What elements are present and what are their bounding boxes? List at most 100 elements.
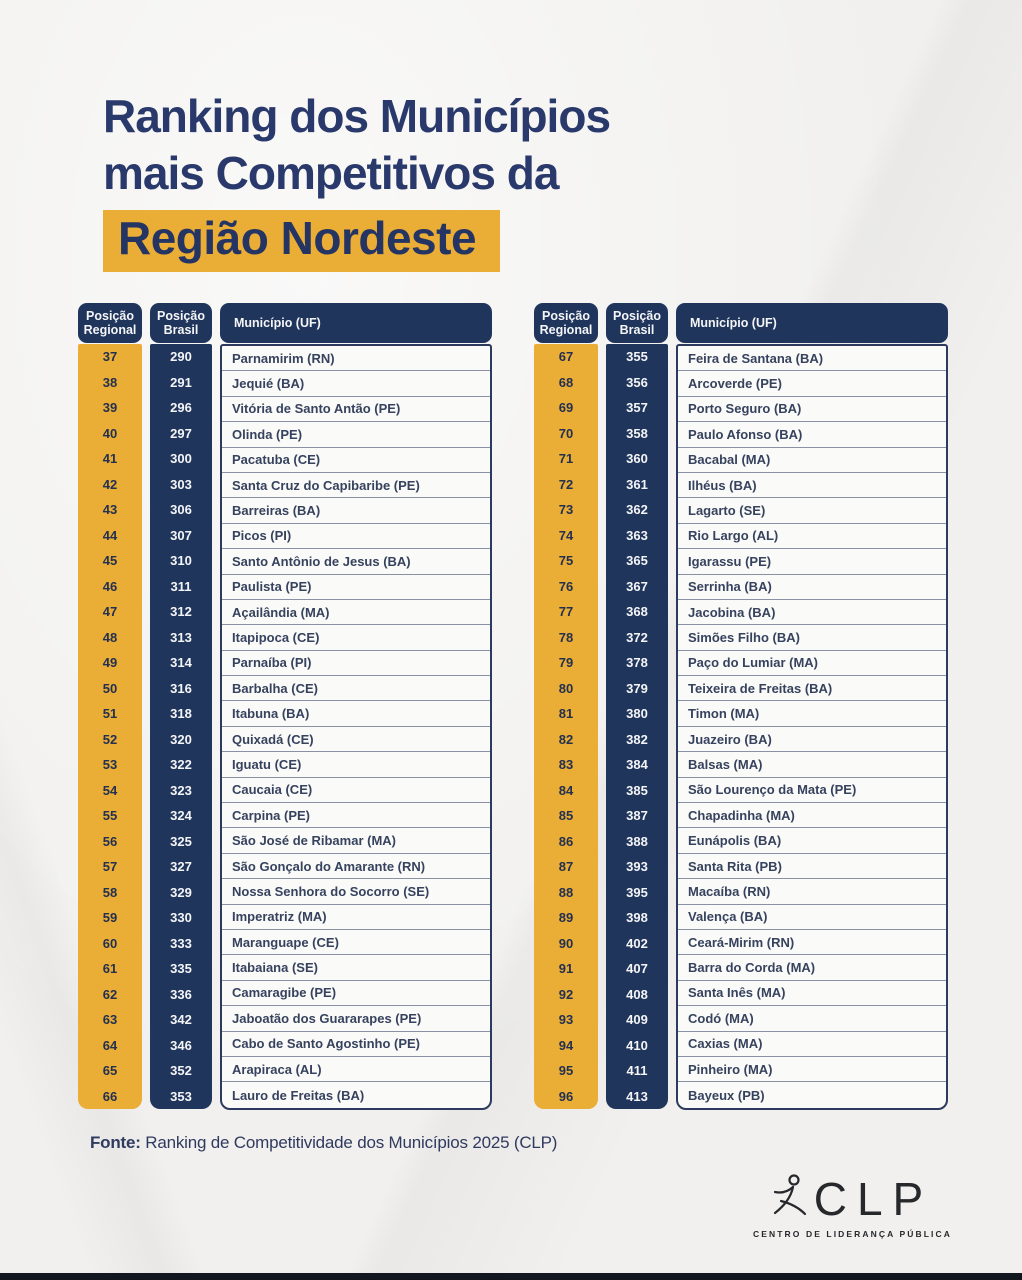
municipality-cell: Camaragibe (PE) [222,981,490,1007]
municipio-list: Feira de Santana (BA) Arcoverde (PE) Porto… [676,344,948,1110]
brasil-rank-cell: 296 [170,400,192,416]
municipality-cell: Pacatuba (CE) [222,448,490,473]
source-label: Fonte: [90,1133,141,1152]
municipality-cell: Paço do Lumiar (MA) [678,651,946,677]
clp-person-icon [772,1172,808,1225]
regional-rank-cell: 54 [102,782,118,798]
column-posicao-regional: Posição Regional 67 68 69 70 71 72 73 74 75 76 77 7… [534,303,598,1110]
municipality-cell: Feira de Santana (BA) [678,346,946,372]
regional-rank-cell: 67 [558,349,574,365]
municipality-cell: Itabaiana (SE) [222,955,490,981]
municipality-cell: Picos (PI) [222,524,490,550]
bottom-accent-bar [0,1273,1022,1280]
brasil-rank-cell: 325 [170,833,192,849]
municipality-cell: Quixadá (CE) [222,727,490,753]
regional-rank-cell: 50 [102,680,118,696]
regional-rank-cell: 84 [558,782,574,798]
regional-rank-cell: 59 [102,910,118,926]
regional-rank-cell: 80 [558,680,574,696]
clp-logo: CLP CENTRO DE LIDERANÇA PÚBLICA [753,1172,952,1239]
municipality-cell: Jaboatão dos Guararapes (PE) [222,1006,490,1032]
municipality-cell: Carpina (PE) [222,803,490,829]
header-posicao-regional: Posição Regional [534,303,598,343]
municipality-cell: Teixeira de Freitas (BA) [678,676,946,702]
header-municipio: Município (UF) [676,303,948,343]
municipality-cell: Vitória de Santo Antão (PE) [222,397,490,423]
municipality-cell: Parnaíba (PI) [222,651,490,677]
municipio-list: Parnamirim (RN) Jequié (BA) Vitória de San… [220,344,492,1110]
municipality-cell: Caucaia (CE) [222,778,490,804]
municipality-cell: Valença (BA) [678,905,946,930]
brasil-rank-cell: 413 [626,1088,648,1104]
source-note: Fonte: Ranking de Competitividade dos Mu… [90,1133,557,1153]
regional-rank-cell: 66 [102,1088,118,1104]
regional-rank-cell: 58 [102,884,118,900]
regional-rank-cell: 78 [558,629,574,645]
regional-rank-cell: 71 [558,451,574,467]
brasil-rank-cell: 361 [626,476,648,492]
regional-rank-cell: 38 [102,374,118,390]
regional-rank-cell: 85 [558,808,574,824]
brasil-rank-cell: 402 [626,935,648,951]
municipality-cell: Bacabal (MA) [678,448,946,473]
brasil-rank-cell: 316 [170,680,192,696]
regional-rank-cell: 88 [558,884,574,900]
brasil-rank-cell: 356 [626,374,648,390]
regional-rank-cell: 94 [558,1037,574,1053]
brasil-rank-cell: 336 [170,986,192,1002]
brasil-rank-list: 355 356 357 358 360 361 362 363 365 367 368 372 378 3… [606,344,668,1109]
brasil-rank-cell: 372 [626,629,648,645]
ranking-table-left: Posição Regional 37 38 39 40 41 42 43 44 45 46 47 4… [78,303,492,1110]
municipality-cell: Igarassu (PE) [678,549,946,575]
brasil-rank-cell: 346 [170,1037,192,1053]
municipality-cell: Jequié (BA) [222,371,490,397]
brasil-rank-cell: 395 [626,884,648,900]
brasil-rank-cell: 342 [170,1012,192,1028]
regional-rank-cell: 70 [558,425,574,441]
brasil-rank-cell: 290 [170,349,192,365]
municipality-cell: Caxias (MA) [678,1032,946,1057]
regional-rank-cell: 47 [102,604,118,620]
brasil-rank-cell: 411 [626,1063,648,1079]
regional-rank-cell: 69 [558,400,574,416]
municipality-cell: Porto Seguro (BA) [678,397,946,423]
regional-rank-cell: 96 [558,1088,574,1104]
page-title: Ranking dos Municípios mais Competitivos… [103,88,611,272]
brasil-rank-cell: 410 [626,1037,648,1053]
brasil-rank-cell: 314 [170,655,192,671]
municipality-cell: Timon (MA) [678,701,946,727]
brasil-rank-cell: 318 [170,706,192,722]
brasil-rank-cell: 329 [170,884,192,900]
regional-rank-cell: 64 [102,1037,118,1053]
brasil-rank-cell: 353 [170,1088,192,1104]
regional-rank-cell: 61 [102,961,118,977]
municipality-cell: Nossa Senhora do Socorro (SE) [222,879,490,905]
regional-rank-cell: 40 [102,425,118,441]
regional-rank-list: 37 38 39 40 41 42 43 44 45 46 47 48 49 50 51 52 53 54 55 56… [78,344,142,1109]
brasil-rank-cell: 379 [626,680,648,696]
municipality-cell: Juazeiro (BA) [678,727,946,753]
column-posicao-regional: Posição Regional 37 38 39 40 41 42 43 44 45 46 47 4… [78,303,142,1110]
regional-rank-cell: 76 [558,578,574,594]
brasil-rank-cell: 382 [626,731,648,747]
municipality-cell: Macaíba (RN) [678,879,946,905]
regional-rank-cell: 77 [558,604,574,620]
municipality-cell: Paulo Afonso (BA) [678,422,946,448]
regional-rank-cell: 87 [558,859,574,875]
municipality-cell: Arcoverde (PE) [678,371,946,397]
brasil-rank-cell: 398 [626,910,648,926]
municipality-cell: Maranguape (CE) [222,930,490,956]
brasil-rank-list: 290 291 296 297 300 303 306 307 310 311 312 313 314 3… [150,344,212,1109]
brasil-rank-cell: 355 [626,349,648,365]
brasil-rank-cell: 333 [170,935,192,951]
regional-rank-cell: 68 [558,374,574,390]
brasil-rank-cell: 307 [170,527,192,543]
municipality-cell: Iguatu (CE) [222,752,490,778]
municipality-cell: Pinheiro (MA) [678,1057,946,1083]
regional-rank-cell: 57 [102,859,118,875]
municipality-cell: Eunápolis (BA) [678,828,946,854]
municipality-cell: Santa Inês (MA) [678,981,946,1007]
municipality-cell: Codó (MA) [678,1006,946,1032]
brasil-rank-cell: 358 [626,425,648,441]
brasil-rank-cell: 385 [626,782,648,798]
